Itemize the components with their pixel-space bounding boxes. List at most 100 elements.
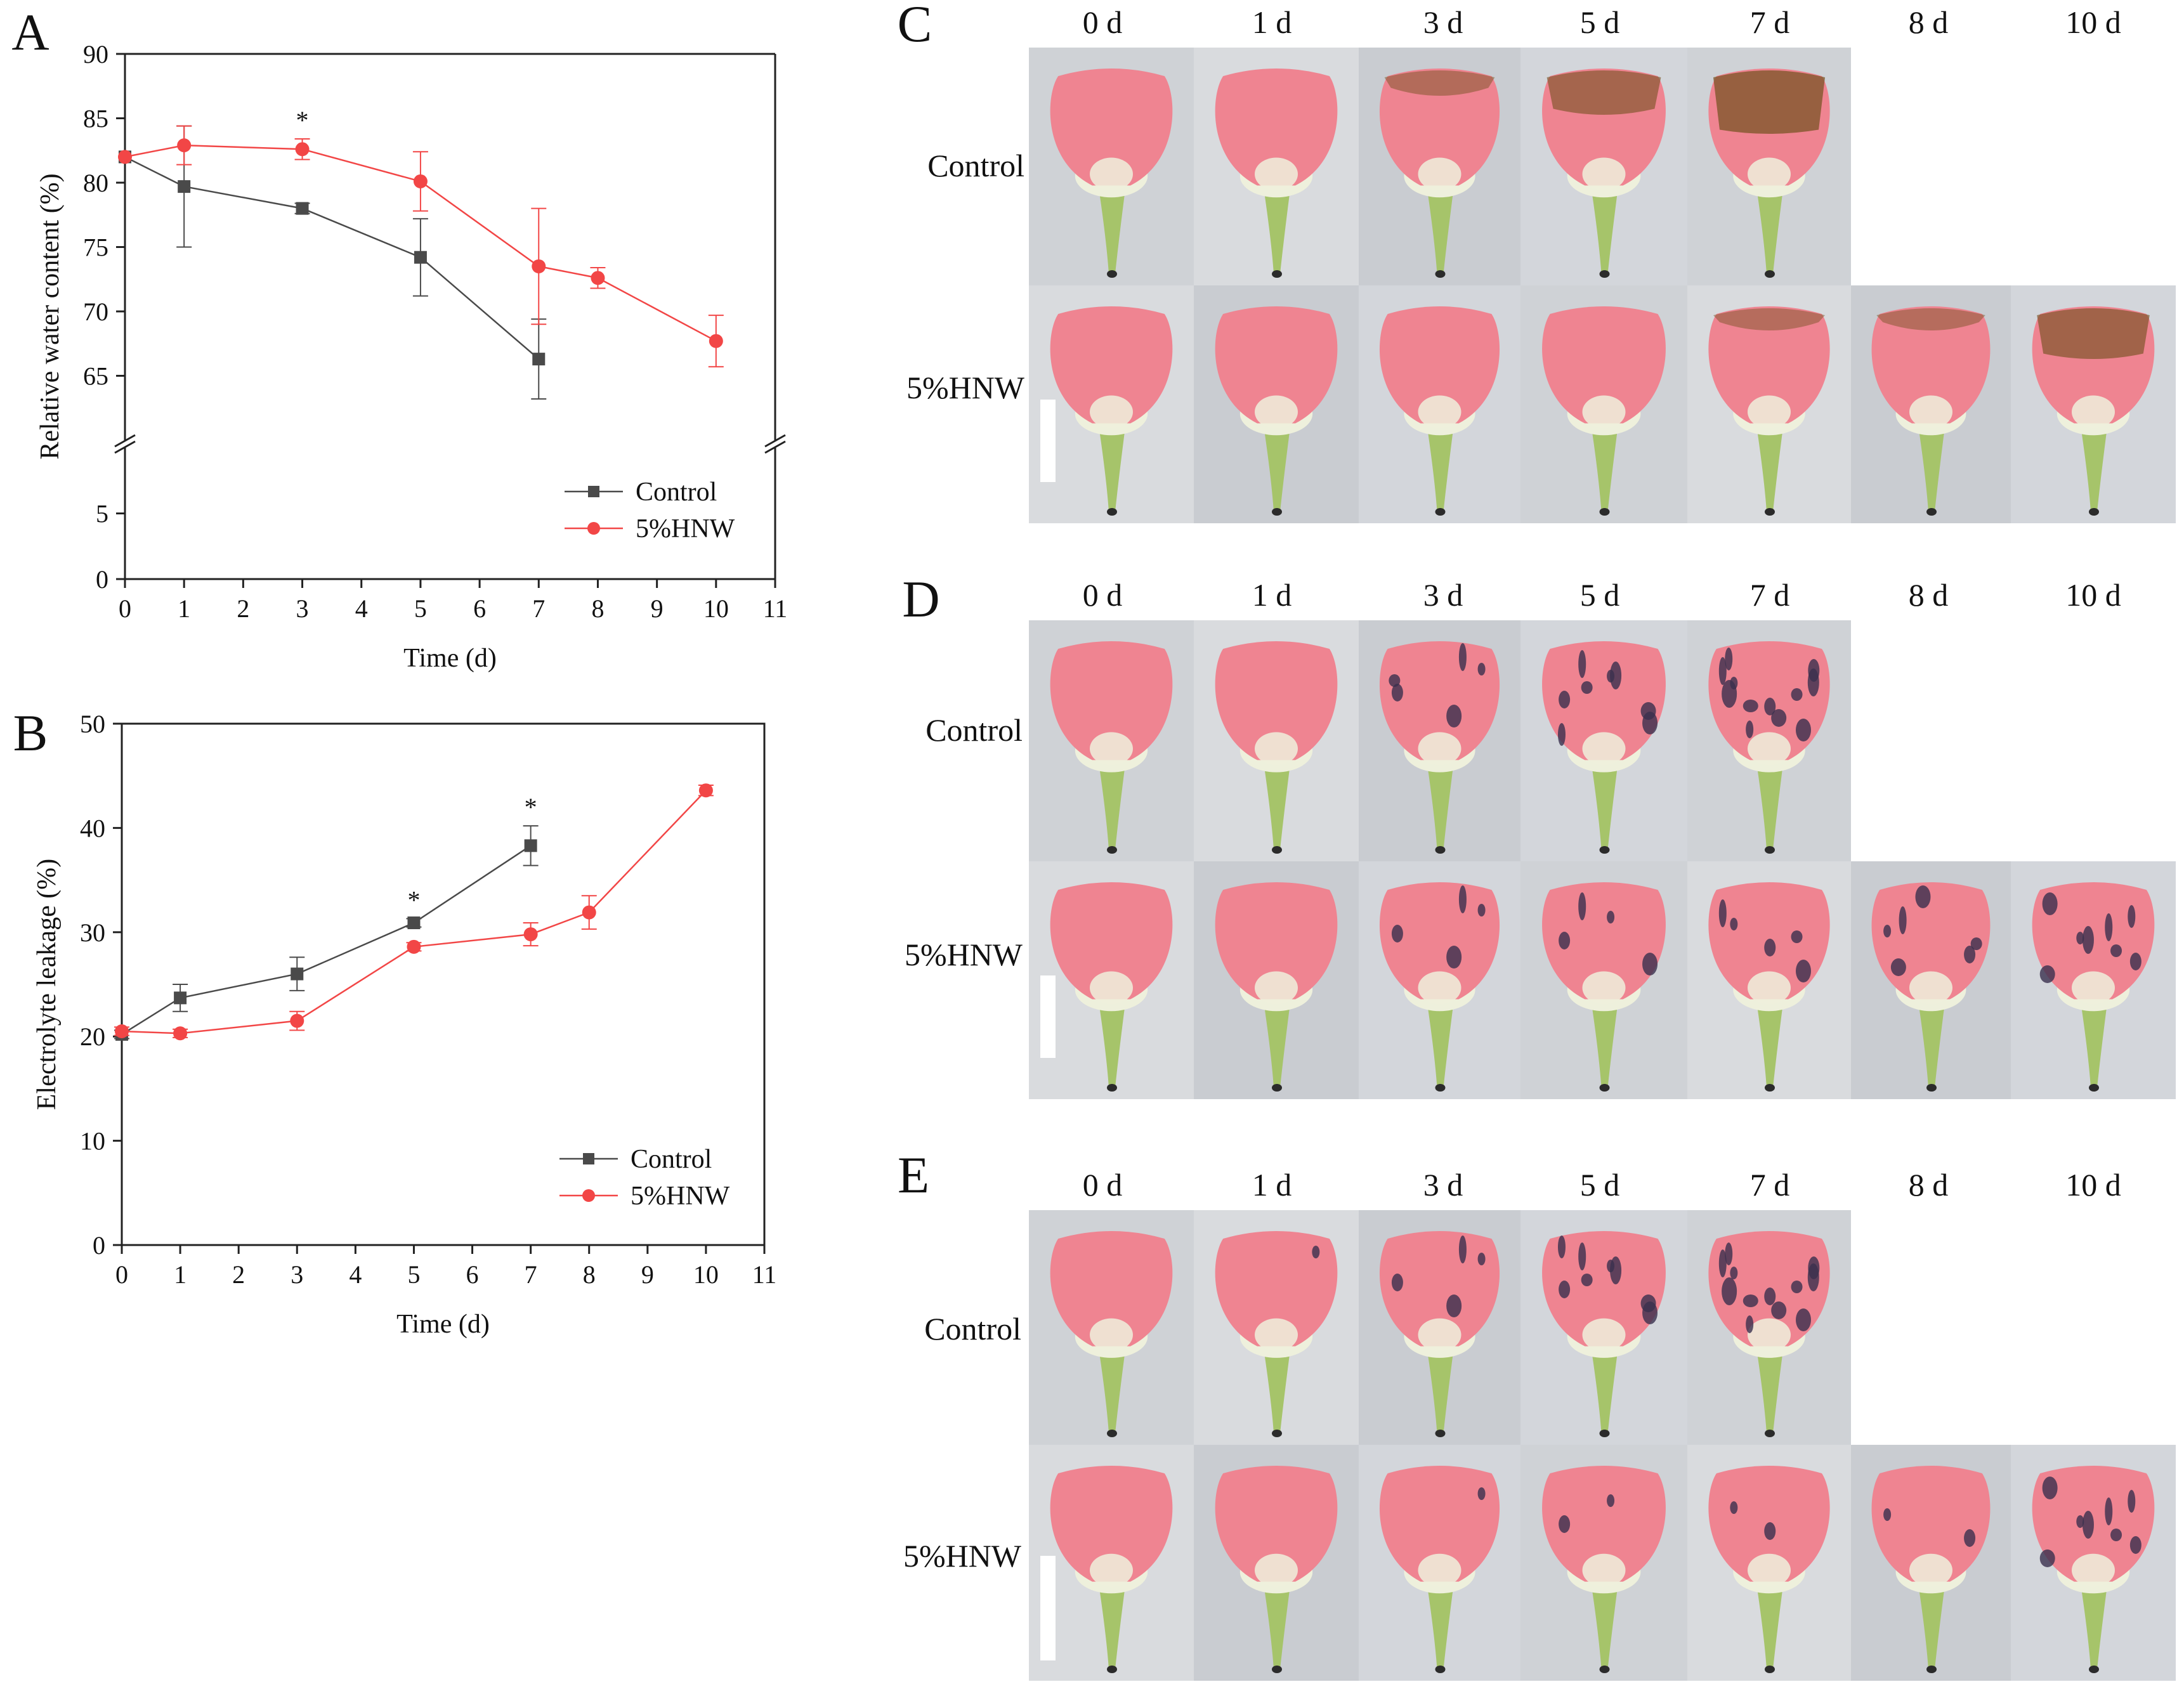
stain-spot [1764, 1288, 1776, 1305]
petal-head [1379, 1231, 1500, 1347]
petal-stalk [2079, 993, 2109, 1088]
axis-break-mark [114, 434, 136, 448]
stalk-tip [1272, 508, 1282, 516]
legend: Control 5%HNW [559, 1145, 730, 1211]
stalk-tip [1435, 508, 1446, 516]
stain-spot [1446, 946, 1462, 968]
stalk-tip [1765, 270, 1775, 278]
petal-base-highlight [1748, 1318, 1791, 1352]
stain-spot [1312, 1246, 1320, 1258]
stalk-tip [1272, 270, 1282, 278]
petal-stalk [1097, 1575, 1127, 1669]
petal-photo [1194, 1210, 1359, 1445]
legend-marker [582, 1189, 595, 1202]
petal-base-highlight [1748, 157, 1791, 191]
stain-spot [1883, 1508, 1892, 1521]
y-tick-label: 50 [80, 710, 105, 738]
petal-photo [1359, 620, 1520, 861]
stalk-tip [2089, 1084, 2099, 1092]
x-tick-label: 10 [693, 1260, 719, 1289]
stalk-tip [1435, 1430, 1446, 1437]
petal-base-highlight [1090, 971, 1133, 1005]
petal-head [1050, 306, 1173, 424]
data-point [413, 174, 428, 188]
stain-spot [1722, 1277, 1737, 1305]
stain-spot [2110, 944, 2122, 957]
stain-spot [1791, 1281, 1803, 1293]
petal-base-highlight [1418, 971, 1461, 1005]
x-tick-label: 11 [763, 594, 788, 623]
series-hnw [118, 125, 724, 368]
stain-spot [1640, 1294, 1656, 1312]
petal-photo [1029, 620, 1194, 861]
stalk-tip [1107, 1084, 1117, 1092]
petal-base-highlight [1090, 1318, 1133, 1352]
stain-spot [1771, 709, 1787, 727]
stain-spot [1743, 700, 1758, 712]
stain-spot [2082, 926, 2094, 954]
petal-photo [1520, 48, 1687, 285]
stain-spot [1446, 1294, 1462, 1317]
stalk-tip [1272, 1666, 1282, 1673]
petal-stalk [1755, 993, 1784, 1088]
petal-stalk [2079, 417, 2109, 512]
stain-spot [1581, 1274, 1593, 1286]
y-tick-label: 75 [83, 233, 108, 262]
axis-break-mark [114, 440, 136, 454]
petal-stalk [1097, 993, 1127, 1088]
stalk-tip [1435, 846, 1446, 854]
petal-head [1215, 306, 1338, 424]
petal-stalk [1097, 179, 1127, 274]
day-label: 0 d [1083, 577, 1123, 613]
petal-stalk [2079, 1575, 2109, 1669]
stain-spot [1808, 659, 1820, 682]
stain-spot [1557, 1236, 1566, 1258]
day-label: 3 d [1423, 1167, 1463, 1203]
petal-head [1379, 306, 1500, 424]
scale-bar [1040, 1556, 1056, 1660]
petal-stalk [1262, 1575, 1291, 1669]
stain-spot [1796, 1308, 1812, 1331]
petal-head [1708, 306, 1830, 424]
stalk-tip [1765, 846, 1775, 854]
day-label: 5 d [1580, 4, 1620, 40]
data-point [407, 916, 421, 930]
day-label: 7 d [1750, 577, 1790, 613]
stain-spot [1730, 918, 1738, 930]
petal-photo [1194, 285, 1359, 523]
stain-spot [2082, 1511, 2094, 1539]
petal-base-highlight [1582, 1318, 1626, 1352]
petal-head [1379, 641, 1500, 760]
stain-spot [1764, 698, 1776, 715]
photo-row-control: Control [924, 1210, 1851, 1445]
data-point [407, 939, 421, 954]
petal-photo [1029, 861, 1194, 1099]
stain-spot [1796, 960, 1812, 982]
plot-frame [121, 722, 766, 1246]
y-axis-label: Relative water content (%) [36, 173, 65, 459]
data-point [174, 991, 187, 1005]
petal-photo [1520, 861, 1687, 1099]
petal-stalk [1425, 179, 1455, 274]
x-tick-label: 7 [532, 594, 545, 623]
stain-spot [1610, 1256, 1622, 1284]
panel-letter: C [898, 0, 932, 53]
day-label: 0 d [1083, 1167, 1123, 1203]
stain-spot [1722, 680, 1737, 708]
data-point [295, 142, 310, 157]
stalk-tip [1926, 508, 1937, 516]
petal-base-highlight [1582, 395, 1626, 429]
x-tick-label: 4 [355, 594, 368, 623]
petal-photo [1029, 285, 1194, 523]
legend-marker [587, 522, 600, 535]
petal-photo [1520, 1445, 1687, 1681]
stalk-tip [1599, 508, 1610, 516]
day-label: 5 d [1580, 577, 1620, 613]
chart-panel-A: A 0 1 2 3 4 5 6 7 8 9 10 11 0 5 65 70 75 80 85 90 Time (d) Rel… [11, 3, 787, 673]
petal-head [1215, 882, 1338, 1000]
x-tick-label: 6 [473, 594, 486, 623]
stalk-tip [1435, 1084, 1446, 1092]
petal-photo [1194, 620, 1359, 861]
petal-photo [1359, 48, 1520, 285]
